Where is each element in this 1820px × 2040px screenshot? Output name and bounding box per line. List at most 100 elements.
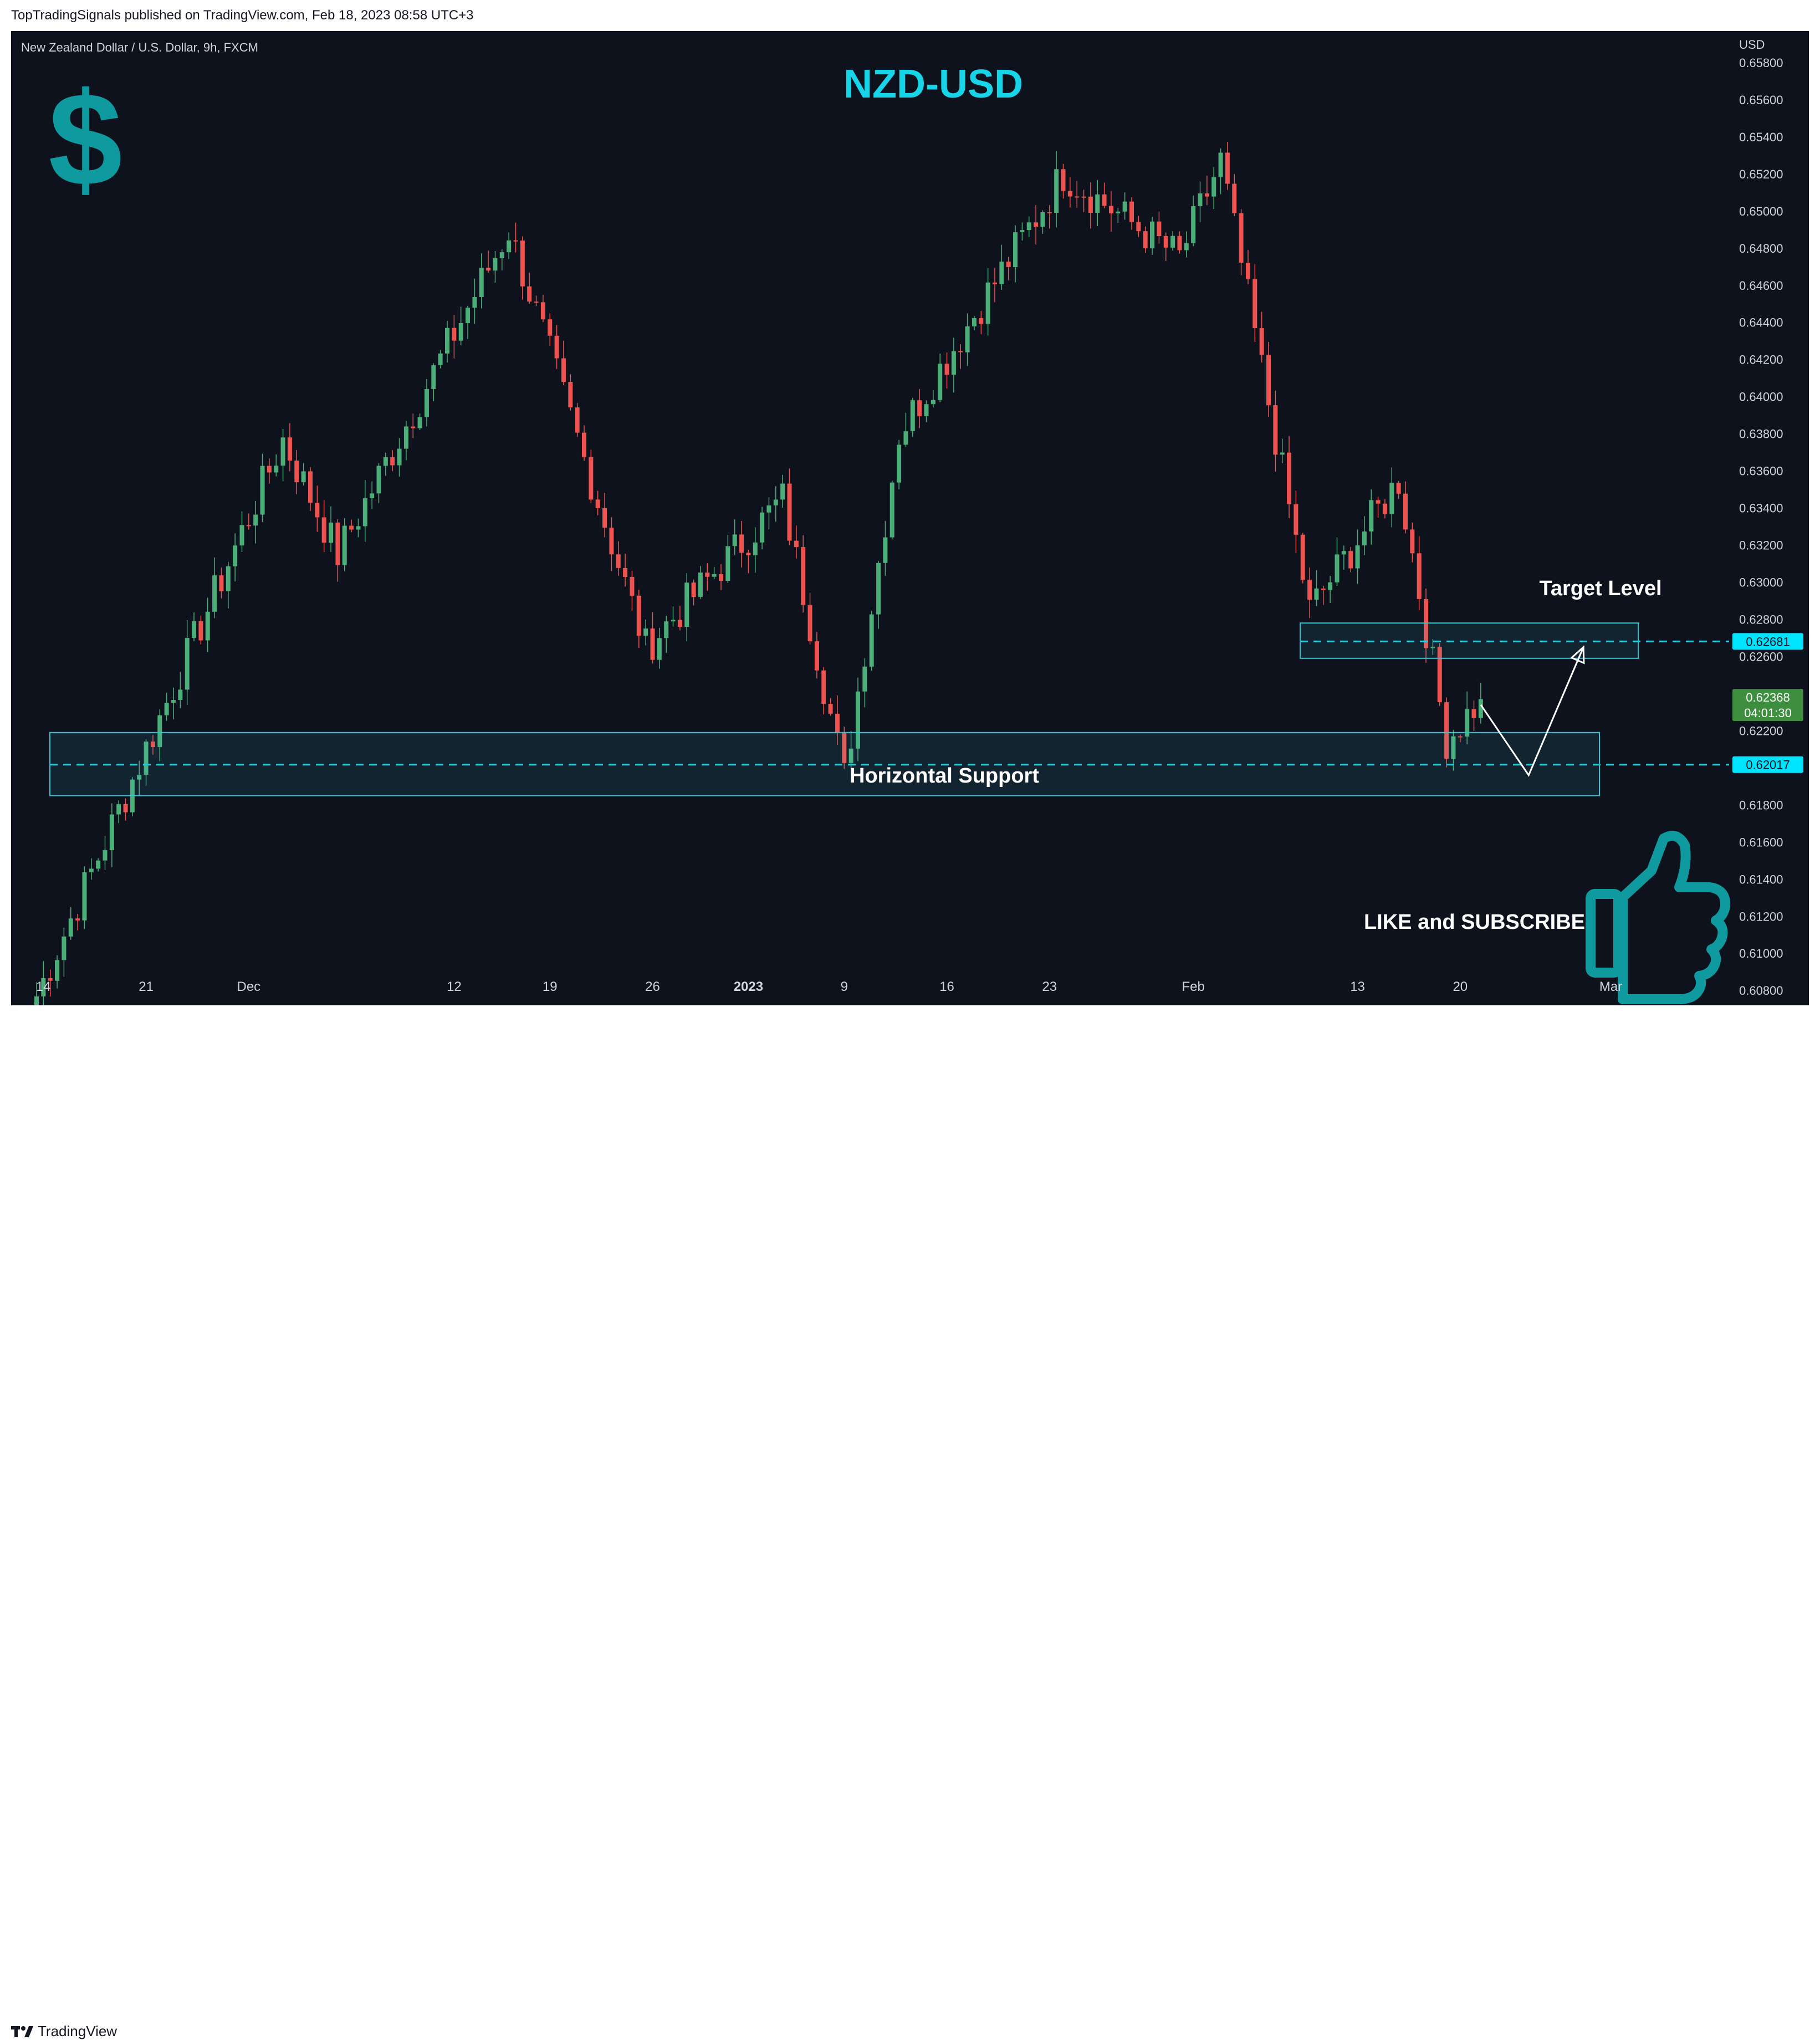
- chart-canvas[interactable]: New Zealand Dollar / U.S. Dollar, 9h, FX…: [11, 31, 1809, 1015]
- candle-body: [397, 448, 402, 466]
- price-tick-label: 0.65800: [1739, 56, 1783, 70]
- candle-body: [1026, 222, 1031, 231]
- candle-body: [719, 574, 723, 581]
- price-tick-label: 0.63600: [1739, 464, 1783, 478]
- candle-body: [1006, 262, 1011, 268]
- candle-body: [1396, 483, 1401, 494]
- candle-body: [1013, 232, 1018, 268]
- candle-body: [507, 240, 512, 253]
- candle-body: [362, 498, 367, 526]
- chart-background: [11, 31, 1809, 1005]
- candle-body: [1410, 529, 1415, 554]
- candle-body: [1040, 212, 1045, 227]
- candle-body: [664, 621, 669, 638]
- time-tick-label: Mar: [1599, 979, 1622, 994]
- candle-body: [780, 483, 785, 500]
- price-tick-label: 0.64800: [1739, 242, 1783, 255]
- candle-body: [862, 666, 867, 692]
- candle-body: [75, 918, 80, 921]
- candle-body: [1417, 553, 1422, 599]
- candle-body: [1198, 193, 1203, 207]
- candle-body: [499, 252, 504, 258]
- candle-body: [1034, 222, 1039, 227]
- candle-body: [335, 522, 340, 565]
- candle-body: [993, 282, 997, 284]
- price-tick-label: 0.63800: [1739, 427, 1783, 441]
- time-tick-label: 20: [1453, 979, 1468, 994]
- candle-body: [1424, 599, 1429, 648]
- price-axis[interactable]: 0.65800 0.65600 0.65400 0.65200 0.65000 0.648…: [1732, 56, 1803, 998]
- candle-body: [1218, 152, 1223, 177]
- candle-body: [294, 461, 299, 483]
- candle-body: [403, 426, 408, 449]
- price-tick-label: 0.61800: [1739, 798, 1783, 812]
- candle-body: [116, 804, 121, 815]
- candle-body: [554, 335, 559, 359]
- target-price-badge: 0.62681: [1746, 635, 1790, 648]
- candle-body: [684, 582, 689, 627]
- candle-body: [801, 547, 806, 605]
- candle-body: [424, 389, 429, 417]
- candle-body: [48, 978, 53, 981]
- candle-body: [1239, 213, 1244, 263]
- candle-body: [944, 364, 949, 375]
- candle-body: [89, 868, 94, 873]
- time-tick-label: 19: [543, 979, 558, 994]
- time-tick-label: 21: [139, 979, 154, 994]
- candle-body: [486, 268, 491, 271]
- candle-body: [1136, 222, 1141, 232]
- candle-body: [212, 575, 217, 612]
- price-tick-label: 0.64400: [1739, 316, 1783, 330]
- candle-body: [958, 351, 963, 352]
- candle-body: [329, 522, 334, 543]
- candle-body: [1314, 588, 1319, 600]
- time-axis[interactable]: 14 21 Dec 12 19 26 2023 9 16 23 Feb 13 20 Mar: [36, 979, 1622, 994]
- candle-body: [390, 457, 395, 466]
- time-tick-label: 13: [1350, 979, 1365, 994]
- last-price-badge-countdown: 04:01:30: [1744, 706, 1792, 720]
- candle-body: [239, 525, 244, 546]
- candle-body: [1382, 503, 1387, 514]
- candle-body: [205, 611, 210, 641]
- dollar-icon: $: [48, 65, 122, 213]
- tradingview-logo-icon: [11, 2026, 33, 2037]
- time-tick-label: Dec: [237, 979, 261, 994]
- candle-body: [924, 404, 929, 416]
- candle-body: [198, 621, 203, 641]
- candle-body: [1061, 169, 1066, 191]
- candle-body: [979, 318, 984, 324]
- candle-body: [582, 432, 586, 457]
- candle-body: [1211, 177, 1216, 197]
- time-tick-label: Feb: [1182, 979, 1204, 994]
- candle-body: [636, 595, 641, 636]
- candle-body: [342, 525, 347, 565]
- time-tick-label: 9: [841, 979, 848, 994]
- candle-body: [589, 457, 594, 500]
- tradingview-brand[interactable]: TradingView: [11, 2023, 117, 2040]
- candle-body: [773, 499, 778, 506]
- candle-body: [732, 534, 737, 546]
- candle-body: [856, 691, 860, 749]
- candle-body: [41, 978, 46, 996]
- candle-body: [650, 628, 655, 660]
- candle-body: [1321, 588, 1326, 590]
- candle-body: [1478, 699, 1483, 718]
- candle-body: [1307, 580, 1312, 600]
- time-tick-label: 2023: [734, 979, 763, 994]
- candle-body: [1129, 201, 1134, 222]
- candle-body: [1444, 702, 1449, 759]
- candle-body: [280, 437, 285, 466]
- price-tick-label: 0.63400: [1739, 502, 1783, 515]
- chart-panel[interactable]: New Zealand Dollar / U.S. Dollar, 9h, FX…: [11, 31, 1809, 1015]
- candle-body: [1232, 183, 1237, 213]
- candle-body: [527, 286, 532, 302]
- chart-title: NZD-USD: [843, 62, 1023, 106]
- candle-body: [985, 282, 990, 324]
- candle-body: [157, 715, 162, 748]
- candle-body: [192, 621, 197, 638]
- candle-body: [479, 268, 484, 298]
- candle-body: [630, 577, 635, 596]
- support-price-badge-bg: [1732, 756, 1803, 773]
- candle-body: [1300, 534, 1305, 580]
- candle-body: [438, 353, 443, 365]
